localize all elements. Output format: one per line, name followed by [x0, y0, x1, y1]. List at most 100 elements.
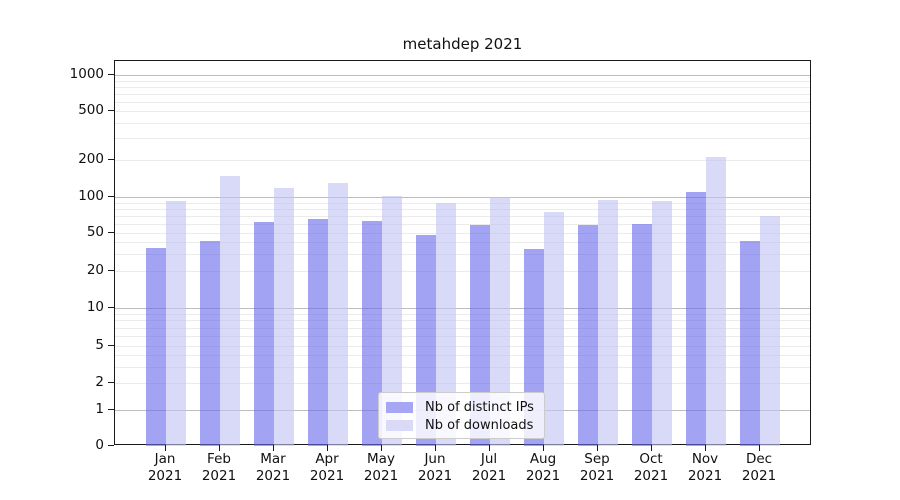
gridline-minor	[115, 101, 810, 103]
gridline-minor	[115, 208, 810, 210]
x-tick-mark	[597, 445, 598, 451]
gridline-minor	[115, 233, 810, 234]
x-tick-month: Dec	[745, 451, 773, 467]
x-tick-label: Jul 2021	[457, 451, 521, 485]
y-tick-label: 0	[95, 437, 104, 453]
gridline-major	[115, 197, 810, 198]
y-tick-label: 100	[78, 188, 104, 204]
gridline-major	[115, 308, 810, 309]
x-tick-month: Mar	[260, 451, 286, 467]
legend-item: Nb of downloads	[386, 416, 537, 434]
x-tick-mark	[435, 445, 436, 451]
x-tick-mark	[489, 445, 490, 451]
bar-distinct-ips	[254, 221, 274, 446]
gridline-minor	[115, 223, 810, 225]
x-tick-mark	[381, 445, 382, 451]
bar-distinct-ips	[308, 219, 328, 446]
gridline-minor	[115, 320, 810, 322]
bar-downloads	[220, 176, 240, 446]
y-tick-label: 2	[95, 374, 104, 390]
bar-distinct-ips	[470, 225, 490, 446]
y-tick-label: 20	[86, 262, 104, 278]
y-tick-mark	[108, 110, 114, 111]
legend-swatch	[386, 419, 413, 431]
bar-downloads	[274, 187, 294, 446]
y-tick-label: 50	[86, 224, 104, 240]
x-tick-month: Aug	[529, 451, 557, 467]
y-tick-label: 200	[78, 151, 104, 167]
bar-downloads	[598, 200, 618, 446]
gridline-major	[115, 75, 810, 76]
legend-item: Nb of distinct IPs	[386, 398, 537, 416]
x-tick-year: 2021	[471, 467, 507, 484]
bar-distinct-ips	[686, 191, 706, 446]
x-tick-label: Feb 2021	[187, 451, 251, 485]
x-tick-mark	[651, 445, 652, 451]
legend-label: Nb of distinct IPs	[425, 399, 534, 415]
x-tick-label: Jan 2021	[133, 451, 197, 485]
x-tick-label: Nov 2021	[673, 451, 737, 485]
gridline-minor	[115, 254, 810, 256]
plot-area: Nb of distinct IPs Nb of downloads	[114, 60, 811, 446]
x-tick-label: May 2021	[349, 451, 413, 485]
x-tick-year: 2021	[525, 467, 561, 484]
y-tick-label: 1	[95, 401, 104, 417]
gridline-minor	[115, 355, 810, 356]
x-tick-year: 2021	[309, 467, 345, 484]
chart-title: metahdep 2021	[402, 35, 523, 53]
legend: Nb of distinct IPs Nb of downloads	[378, 392, 545, 439]
bar-downloads	[760, 216, 780, 446]
legend-label: Nb of downloads	[425, 417, 534, 433]
y-tick-mark	[108, 409, 114, 410]
x-tick-mark	[759, 445, 760, 451]
y-tick-mark	[108, 307, 114, 308]
bar-distinct-ips	[632, 223, 652, 446]
gridline-minor	[115, 366, 810, 368]
bar-distinct-ips	[200, 241, 220, 446]
x-tick-month: Feb	[207, 451, 231, 467]
x-tick-mark	[219, 445, 220, 451]
x-tick-month: Nov	[691, 451, 719, 467]
x-tick-year: 2021	[417, 467, 453, 484]
x-tick-year: 2021	[579, 467, 615, 484]
gridline-minor	[115, 336, 810, 337]
x-tick-month: Apr	[315, 451, 339, 467]
bar-downloads	[490, 197, 510, 446]
x-tick-year: 2021	[201, 467, 237, 484]
gridline-minor	[115, 138, 810, 140]
y-tick-mark	[108, 270, 114, 271]
y-tick-label: 10	[86, 299, 104, 315]
gridline-minor	[115, 242, 810, 244]
x-tick-month: Jun	[424, 451, 446, 467]
y-tick-mark	[108, 159, 114, 160]
bar-downloads	[166, 201, 186, 446]
gridline-minor	[115, 215, 810, 217]
bar-distinct-ips	[578, 225, 598, 446]
x-tick-month: Jul	[480, 451, 498, 467]
gridline-minor	[115, 327, 810, 329]
y-tick-mark	[108, 196, 114, 197]
gridline-minor	[115, 93, 810, 95]
x-tick-label: Apr 2021	[295, 451, 359, 485]
gridline-minor	[115, 86, 810, 88]
x-tick-label: Oct 2021	[619, 451, 683, 485]
bar-downloads	[382, 195, 402, 446]
gridline-minor	[115, 202, 810, 204]
x-tick-label: Aug 2021	[511, 451, 575, 485]
gridline-minor	[115, 346, 810, 347]
bar-distinct-ips	[146, 247, 166, 446]
bar-downloads	[328, 183, 348, 446]
x-tick-year: 2021	[741, 467, 777, 484]
gridline-minor	[115, 122, 810, 124]
y-tick-label: 5	[95, 337, 104, 353]
y-tick-mark	[108, 382, 114, 383]
y-tick-label: 500	[78, 102, 104, 118]
x-tick-mark	[327, 445, 328, 451]
x-tick-label: Mar 2021	[241, 451, 305, 485]
gridline-minor	[115, 271, 810, 272]
x-tick-year: 2021	[687, 467, 723, 484]
x-tick-month: Jan	[154, 451, 176, 467]
x-tick-mark	[543, 445, 544, 451]
gridline-minor	[115, 313, 810, 315]
